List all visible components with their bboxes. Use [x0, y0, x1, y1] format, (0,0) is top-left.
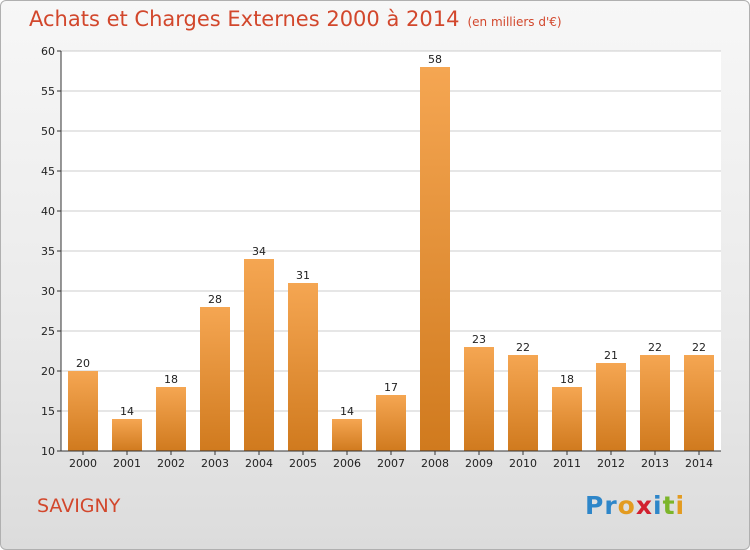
- logo-letter: P: [585, 491, 605, 520]
- x-tick-label: 2000: [69, 457, 97, 470]
- y-tick-label: 45: [41, 165, 55, 178]
- y-tick-label: 15: [41, 405, 55, 418]
- bar: [508, 355, 538, 451]
- bar-value-label: 21: [604, 349, 618, 362]
- x-tick-label: 2012: [597, 457, 625, 470]
- chart-subtitle: (en milliers d'€): [467, 15, 562, 29]
- bar-value-label: 14: [340, 405, 354, 418]
- logo-letter: o: [617, 491, 636, 520]
- bar: [640, 355, 670, 451]
- bar-value-label: 34: [252, 245, 266, 258]
- bar-value-label: 17: [384, 381, 398, 394]
- logo-letter: x: [635, 491, 653, 520]
- x-tick-label: 2013: [641, 457, 669, 470]
- bar: [464, 347, 494, 451]
- bar: [420, 67, 450, 451]
- bar: [244, 259, 274, 451]
- x-tick-label: 2003: [201, 457, 229, 470]
- x-tick-label: 2009: [465, 457, 493, 470]
- bar-value-label: 20: [76, 357, 90, 370]
- y-tick-label: 55: [41, 85, 55, 98]
- y-tick-label: 35: [41, 245, 55, 258]
- bar-value-label: 18: [560, 373, 574, 386]
- bar-value-label: 28: [208, 293, 222, 306]
- proxiti-logo: Proxiti: [585, 491, 685, 520]
- bar: [112, 419, 142, 451]
- bar: [376, 395, 406, 451]
- y-tick-label: 60: [41, 45, 55, 58]
- y-tick-label: 20: [41, 365, 55, 378]
- y-tick-label: 10: [41, 445, 55, 458]
- bar: [552, 387, 582, 451]
- place-name: SAVIGNY: [37, 495, 121, 517]
- x-tick-label: 2008: [421, 457, 449, 470]
- bar-value-label: 22: [648, 341, 662, 354]
- bar-value-label: 22: [516, 341, 530, 354]
- bar: [200, 307, 230, 451]
- x-tick-label: 2004: [245, 457, 273, 470]
- bar: [156, 387, 186, 451]
- bar: [68, 371, 98, 451]
- x-tick-label: 2007: [377, 457, 405, 470]
- bar: [596, 363, 626, 451]
- bar-value-label: 23: [472, 333, 486, 346]
- title-text: Achats et Charges Externes 2000 à 2014: [29, 7, 460, 31]
- x-tick-label: 2006: [333, 457, 361, 470]
- y-tick-label: 25: [41, 325, 55, 338]
- x-tick-label: 2014: [685, 457, 713, 470]
- logo-letter: i: [653, 491, 663, 520]
- bar: [684, 355, 714, 451]
- bar-value-label: 58: [428, 53, 442, 66]
- x-tick-label: 2002: [157, 457, 185, 470]
- logo-letter: r: [604, 491, 618, 520]
- bar-value-label: 14: [120, 405, 134, 418]
- bar-value-label: 22: [692, 341, 706, 354]
- y-tick-label: 30: [41, 285, 55, 298]
- y-tick-label: 40: [41, 205, 55, 218]
- x-tick-label: 2001: [113, 457, 141, 470]
- bar-value-label: 31: [296, 269, 310, 282]
- y-tick-label: 50: [41, 125, 55, 138]
- x-tick-label: 2005: [289, 457, 317, 470]
- x-tick-label: 2010: [509, 457, 537, 470]
- chart-title: Achats et Charges Externes 2000 à 2014 (e…: [29, 7, 562, 31]
- logo-letter: i: [675, 491, 686, 520]
- logo-letter: t: [662, 491, 676, 520]
- bar-value-label: 18: [164, 373, 178, 386]
- bar: [288, 283, 318, 451]
- bar: [332, 419, 362, 451]
- x-tick-label: 2011: [553, 457, 581, 470]
